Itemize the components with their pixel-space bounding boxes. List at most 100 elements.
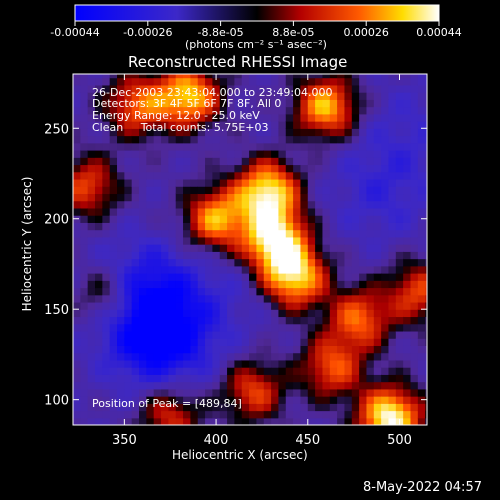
- heatmap-cell: [168, 388, 177, 397]
- heatmap-cell: [373, 251, 382, 260]
- heatmap-cell: [205, 229, 213, 238]
- heatmap-cell: [153, 265, 162, 274]
- heatmap-cell: [403, 396, 412, 404]
- heatmap-cell: [139, 388, 147, 397]
- heatmap-cell: [219, 164, 228, 173]
- heatmap-cell: [366, 178, 375, 187]
- heatmap-cell: [241, 200, 250, 209]
- heatmap-cell: [256, 74, 265, 79]
- heatmap-cell: [263, 200, 272, 209]
- heatmap-cell: [381, 142, 390, 151]
- heatmap-cell: [234, 417, 243, 425]
- heatmap-cell: [403, 74, 412, 79]
- heatmap-cell: [373, 229, 382, 238]
- heatmap-cell: [197, 359, 206, 368]
- heatmap-cell: [307, 164, 316, 173]
- heatmap-cell: [227, 323, 236, 332]
- heatmap-cell: [161, 135, 169, 144]
- heatmap-cell: [131, 309, 140, 318]
- heatmap-cell: [410, 287, 419, 296]
- heatmap-cell: [256, 157, 265, 166]
- heatmap-cell: [161, 200, 169, 209]
- heatmap-cell: [344, 236, 353, 245]
- heatmap-cell: [124, 265, 133, 274]
- heatmap-cell: [403, 186, 412, 195]
- heatmap-cell: [234, 338, 243, 346]
- heatmap-cell: [183, 396, 191, 404]
- heatmap-cell: [351, 113, 360, 122]
- heatmap-cell: [300, 178, 309, 187]
- heatmap-cell: [322, 251, 331, 260]
- heatmap-cell: [329, 215, 338, 223]
- heatmap-cell: [359, 287, 368, 296]
- heatmap-cell: [322, 244, 331, 252]
- heatmap-cell: [87, 251, 96, 260]
- heatmap-cell: [139, 287, 147, 296]
- heatmap-cell: [168, 164, 177, 173]
- heatmap-cell: [102, 77, 111, 86]
- heatmap-cell: [373, 338, 382, 346]
- heatmap-cell: [263, 142, 272, 151]
- heatmap-cell: [249, 280, 258, 289]
- heatmap-cell: [256, 403, 265, 412]
- heatmap-cell: [139, 178, 147, 187]
- heatmap-cell: [183, 171, 191, 180]
- heatmap-cell: [146, 345, 155, 354]
- heatmap-cell: [109, 178, 118, 187]
- heatmap-cell: [410, 388, 419, 397]
- heatmap-cell: [381, 330, 390, 339]
- heatmap-cell: [410, 244, 419, 252]
- heatmap-cell: [351, 338, 360, 346]
- heatmap-cell: [307, 128, 316, 137]
- heatmap-cell: [212, 142, 221, 151]
- heatmap-cell: [80, 301, 89, 310]
- heatmap-cell: [285, 74, 294, 79]
- heatmap-cell: [212, 345, 221, 354]
- heatmap-cell: [307, 287, 316, 296]
- heatmap-cell: [109, 200, 118, 209]
- heatmap-cell: [212, 135, 221, 144]
- heatmap-cell: [197, 287, 206, 296]
- heatmap-cell: [403, 381, 412, 390]
- heatmap-cell: [234, 74, 243, 79]
- heatmap-cell: [329, 77, 338, 86]
- heatmap-cell: [212, 215, 221, 223]
- heatmap-cell: [139, 222, 147, 231]
- heatmap-cell: [322, 374, 331, 383]
- heatmap-cell: [124, 388, 133, 397]
- heatmap-cell: [109, 345, 118, 354]
- heatmap-cell: [183, 77, 191, 86]
- heatmap-cell: [102, 323, 111, 332]
- heatmap-cell: [300, 338, 309, 346]
- heatmap-cell: [234, 381, 243, 390]
- heatmap-cell: [87, 92, 96, 100]
- heatmap-cell: [381, 222, 390, 231]
- heatmap-cell: [285, 99, 294, 108]
- heatmap-cell: [425, 99, 427, 108]
- heatmap-cell: [285, 410, 294, 419]
- heatmap-cell: [351, 236, 360, 245]
- heatmap-cell: [197, 128, 206, 137]
- heatmap-cell: [175, 157, 184, 166]
- heatmap-cell: [205, 396, 213, 404]
- x-tick-label: 400: [204, 433, 229, 448]
- heatmap-cell: [329, 345, 338, 354]
- heatmap-cell: [168, 258, 177, 267]
- heatmap-cell: [293, 135, 302, 144]
- heatmap-cell: [329, 200, 338, 209]
- heatmap-cell: [315, 113, 324, 122]
- heatmap-cell: [175, 222, 184, 231]
- heatmap-cell: [205, 77, 213, 86]
- heatmap-cell: [124, 374, 133, 383]
- heatmap-cell: [351, 92, 360, 100]
- heatmap-cell: [315, 359, 324, 368]
- heatmap-cell: [322, 229, 331, 238]
- heatmap-cell: [241, 99, 250, 108]
- heatmap-cell: [307, 367, 316, 375]
- heatmap-cell: [373, 244, 382, 252]
- heatmap-cell: [300, 142, 309, 151]
- heatmap-cell: [256, 236, 265, 245]
- heatmap-cell: [315, 193, 324, 202]
- heatmap-cell: [102, 106, 111, 115]
- heatmap-cell: [161, 236, 169, 245]
